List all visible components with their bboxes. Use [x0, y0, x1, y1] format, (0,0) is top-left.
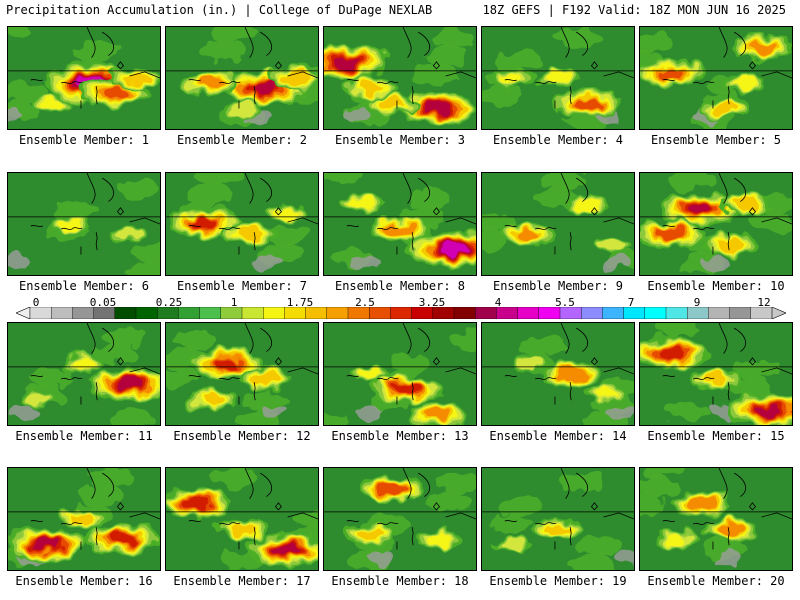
colorbar-tick-label: 4 — [494, 296, 502, 309]
colorbar-bin — [326, 307, 349, 319]
colorbar-bin — [390, 307, 413, 319]
colorbar-tick-label: 0 — [32, 296, 40, 309]
precip-map — [482, 323, 634, 425]
ensemble-member-label: Ensemble Member: 20 — [647, 574, 785, 588]
ensemble-member-label: Ensemble Member: 12 — [173, 429, 311, 443]
colorbar-bin — [581, 307, 603, 319]
ensemble-member-label: Ensemble Member: 8 — [334, 279, 466, 293]
ensemble-member-map — [481, 322, 635, 426]
ensemble-member-map — [165, 26, 319, 130]
ensemble-member-map — [481, 467, 635, 571]
ensemble-member-label: Ensemble Member: 1 — [18, 133, 150, 147]
ensemble-member-label: Ensemble Member: 19 — [489, 574, 627, 588]
precip-map — [482, 27, 634, 129]
colorbar-bin — [135, 307, 158, 319]
ensemble-member-map — [7, 172, 161, 276]
colorbar-bin — [665, 307, 688, 319]
precip-colorbar — [16, 307, 786, 319]
ensemble-member-label: Ensemble Member: 11 — [15, 429, 153, 443]
ensemble-member-label: Ensemble Member: 5 — [650, 133, 782, 147]
precip-map — [640, 27, 792, 129]
ensemble-member-label: Ensemble Member: 18 — [331, 574, 469, 588]
colorbar-tick-label: 1 — [230, 296, 238, 309]
colorbar-bin — [51, 307, 73, 319]
colorbar-bin — [729, 307, 752, 319]
map-title: Precipitation Accumulation (in.) | Colle… — [6, 3, 433, 17]
colorbar-tick-label: 9 — [693, 296, 701, 309]
ensemble-member-map — [639, 26, 793, 130]
colorbar-tick-label: 2.5 — [355, 296, 375, 309]
ensemble-member-map — [639, 172, 793, 276]
colorbar-bin — [708, 307, 731, 319]
precip-map — [324, 468, 476, 570]
ensemble-member-map — [323, 26, 477, 130]
precip-map — [324, 323, 476, 425]
ensemble-member-label: Ensemble Member: 9 — [492, 279, 624, 293]
precip-map — [482, 468, 634, 570]
colorbar-bin — [602, 307, 625, 319]
ensemble-member-map — [165, 322, 319, 426]
precip-map — [166, 468, 318, 570]
colorbar-tick-label: 0.25 — [155, 296, 183, 309]
colorbar-tick-label: 0.05 — [89, 296, 117, 309]
ensemble-member-map — [323, 467, 477, 571]
ensemble-member-map — [7, 26, 161, 130]
colorbar-bin — [241, 307, 264, 319]
precip-map — [8, 323, 160, 425]
ensemble-member-map — [165, 467, 319, 571]
ensemble-member-label: Ensemble Member: 7 — [176, 279, 308, 293]
ensemble-member-label: Ensemble Member: 6 — [18, 279, 150, 293]
colorbar-tick-label: 3.25 — [418, 296, 446, 309]
ensemble-member-label: Ensemble Member: 17 — [173, 574, 311, 588]
ensemble-member-label: Ensemble Member: 16 — [15, 574, 153, 588]
precip-map — [640, 323, 792, 425]
precip-map — [8, 27, 160, 129]
colorbar-bin — [475, 307, 497, 319]
ensemble-member-map — [639, 467, 793, 571]
precip-map — [324, 173, 476, 275]
ensemble-member-label: Ensemble Member: 4 — [492, 133, 624, 147]
precip-map — [166, 27, 318, 129]
ensemble-member-label: Ensemble Member: 10 — [647, 279, 785, 293]
precip-map — [640, 468, 792, 570]
ensemble-member-map — [7, 322, 161, 426]
colorbar-tick-label: 12 — [757, 296, 771, 309]
ensemble-member-label: Ensemble Member: 15 — [647, 429, 785, 443]
model-valid-time: 18Z GEFS | F192 Valid: 18Z MON JUN 16 20… — [482, 3, 786, 17]
ensemble-member-label: Ensemble Member: 2 — [176, 133, 308, 147]
colorbar-bin — [199, 307, 222, 319]
ensemble-member-map — [7, 467, 161, 571]
ensemble-member-map — [323, 322, 477, 426]
precip-map — [166, 323, 318, 425]
ensemble-member-map — [481, 26, 635, 130]
precip-map — [640, 173, 792, 275]
colorbar-bin — [114, 307, 137, 319]
precip-map — [482, 173, 634, 275]
colorbar-bin — [517, 307, 540, 319]
ensemble-member-label: Ensemble Member: 13 — [331, 429, 469, 443]
ensemble-member-label: Ensemble Member: 14 — [489, 429, 627, 443]
colorbar-bin — [644, 307, 667, 319]
precip-map — [324, 27, 476, 129]
precip-map — [8, 173, 160, 275]
colorbar-tick-label: 1.75 — [286, 296, 314, 309]
ensemble-member-map — [639, 322, 793, 426]
precip-map — [8, 468, 160, 570]
colorbar-tick-label: 5.5 — [555, 296, 575, 309]
ensemble-member-map — [323, 172, 477, 276]
colorbar-tick-label: 7 — [627, 296, 635, 309]
colorbar-bin — [453, 307, 476, 319]
colorbar-bin — [262, 307, 285, 319]
ensemble-member-map — [481, 172, 635, 276]
precip-map — [166, 173, 318, 275]
ensemble-member-label: Ensemble Member: 3 — [334, 133, 466, 147]
ensemble-member-map — [165, 172, 319, 276]
